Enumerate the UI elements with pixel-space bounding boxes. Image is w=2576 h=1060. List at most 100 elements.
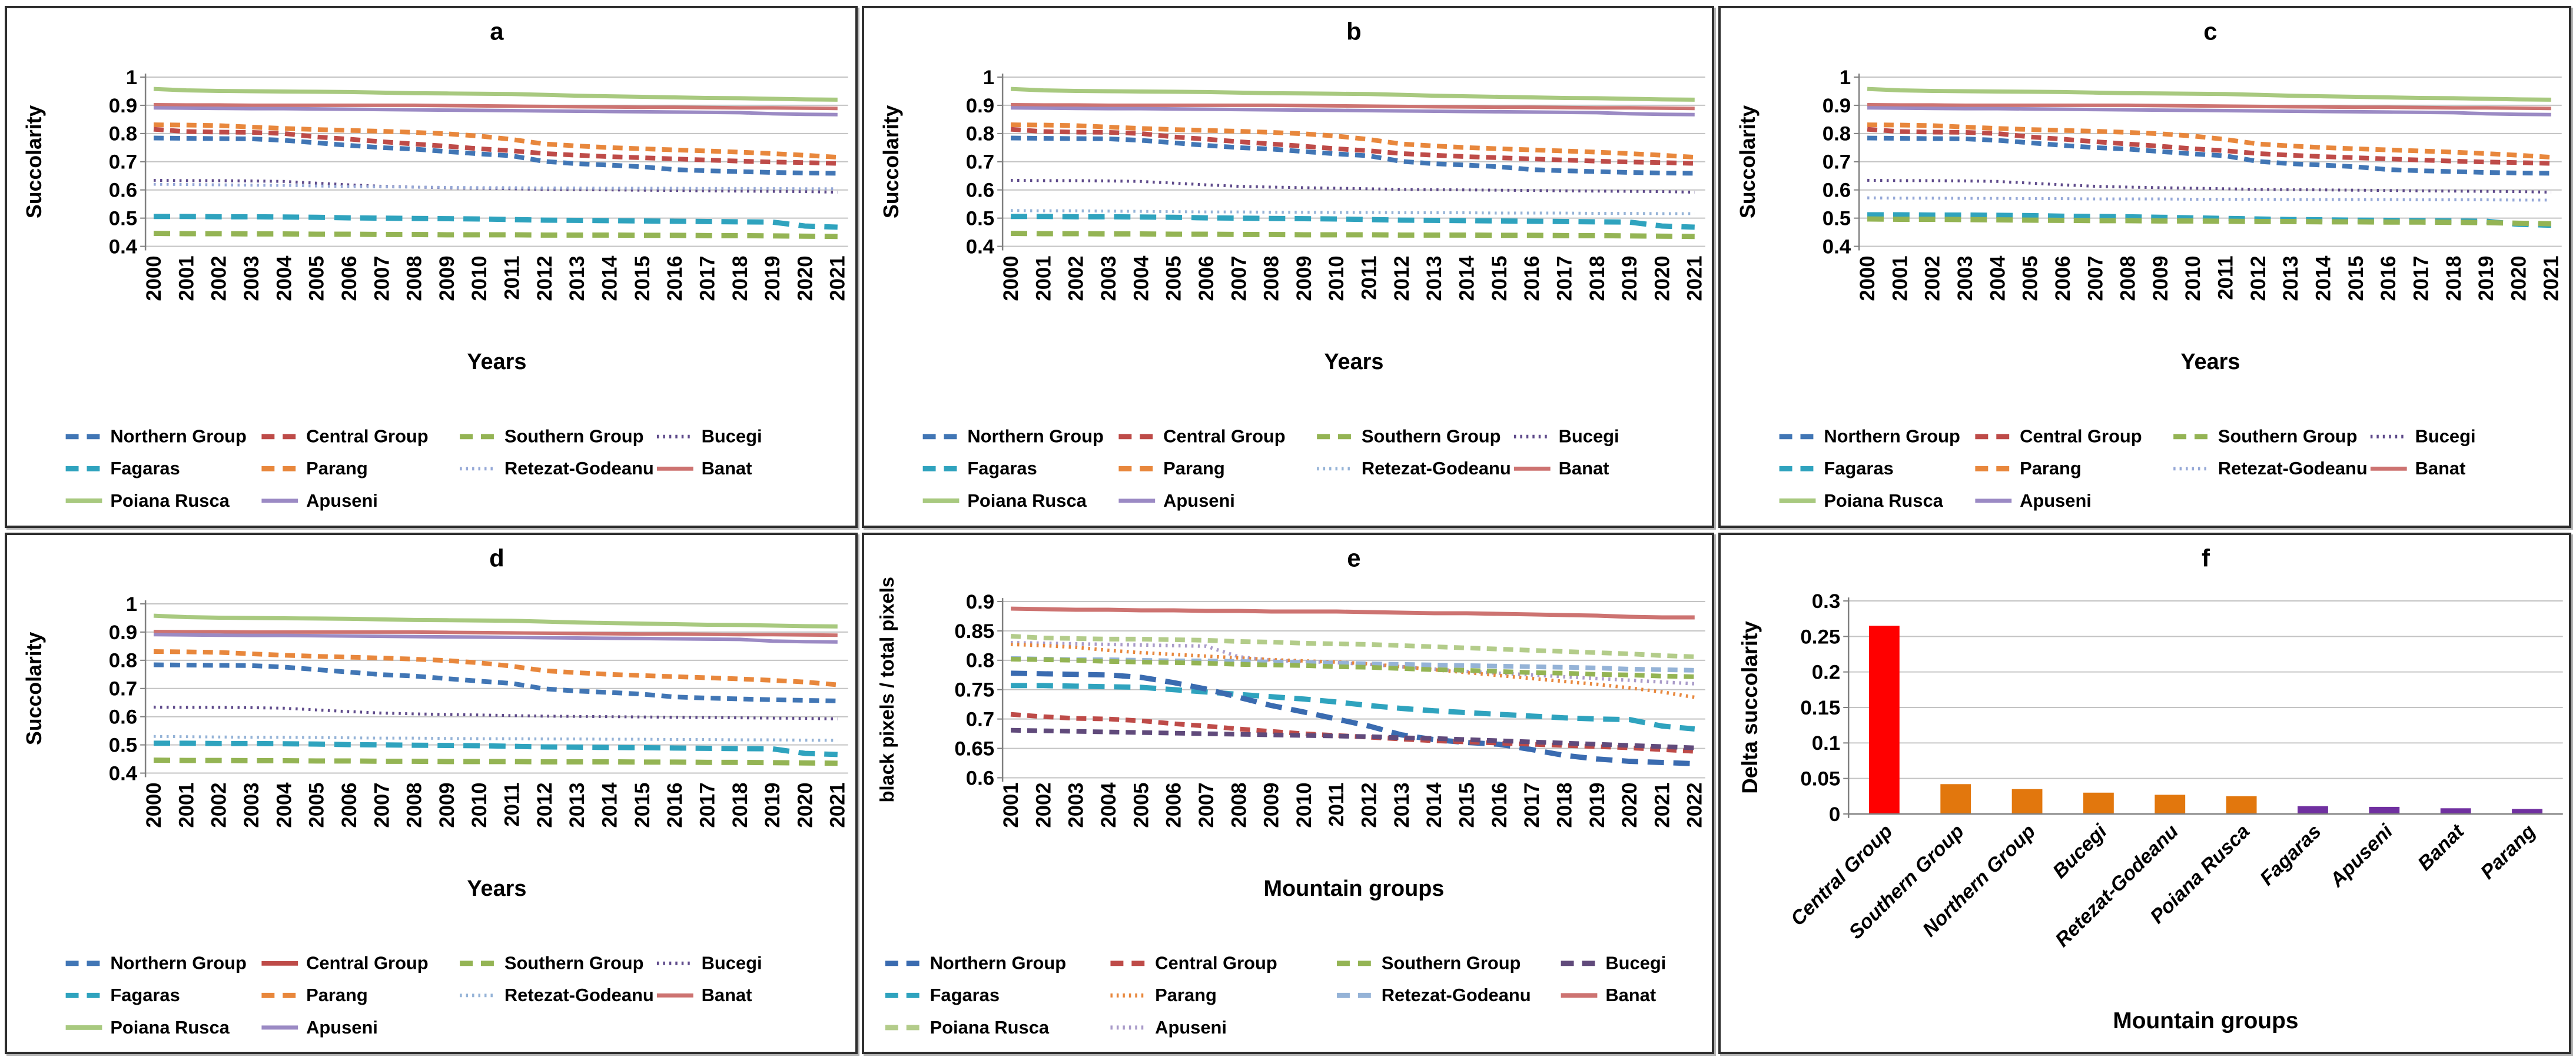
x-tick-label: 2016: [664, 255, 686, 301]
legend-label-poiana-rusca: Poiana Rusca: [930, 1016, 1049, 1037]
legend-item-southern-group: Southern Group: [1336, 952, 1521, 973]
legend-label-northern-group: Northern Group: [967, 426, 1104, 447]
legend-label-parang: Parang: [1163, 458, 1225, 479]
x-tick-label: 2012: [534, 255, 556, 301]
x-tick-label: 2014: [1423, 782, 1446, 828]
y-tick-label: 0: [1829, 803, 1840, 825]
series-line-retezat-godeanu: [1867, 196, 2552, 202]
x-tick-label: 2014: [599, 782, 621, 828]
legend-label-retezat-godeanu: Retezat-Godeanu: [2218, 458, 2368, 479]
panel-c: 1 0.9 0.8 0.7 0.6 0.5 0.4 c Succolarity 2000 2001 2…: [1718, 6, 2571, 528]
legend-item-northern-group: Northern Group: [885, 952, 1066, 973]
y-tick-label: 0.5: [1823, 208, 1851, 230]
legend-label-apuseni: Apuseni: [306, 490, 378, 511]
series-line-southern-group: [1010, 231, 1695, 240]
legend-label-retezat-godeanu: Retezat-Godeanu: [1381, 985, 1531, 1005]
legend-item-apuseni: Apuseni: [1975, 490, 2092, 511]
bar-poiana-rusca: [2226, 796, 2257, 814]
y-tick-label: 0.9: [965, 591, 994, 613]
chart-a-svg: 1 0.9 0.8 0.7 0.6 0.5 0.4 a Succolarity 2000 2001 2…: [22, 18, 849, 511]
legend-label-retezat-godeanu: Retezat-Godeanu: [504, 458, 654, 479]
legend-label-northern-group: Northern Group: [1824, 426, 1961, 447]
x-tick-label: Parang: [2477, 820, 2540, 883]
legend-label-retezat-godeanu: Retezat-Godeanu: [1362, 458, 1511, 479]
panel-e: 0.9 0.85 0.8 0.75 0.7 0.65 0.6 e black pixels / …: [861, 532, 1715, 1054]
x-tick-label: 2007: [1196, 782, 1218, 828]
x-tick-label: 2008: [2117, 255, 2140, 301]
x-tick-label: 2005: [1130, 782, 1153, 828]
x-tick-label: 2005: [1163, 255, 1185, 301]
legend-item-central-group: Central Group: [1110, 952, 1277, 973]
x-tick-label: 2018: [2443, 255, 2465, 301]
x-tick-label: 2011: [1326, 782, 1348, 826]
series-line-retezat-godeanu: [1010, 209, 1695, 215]
x-tick-label: 2003: [241, 782, 263, 828]
x-tick-label: 2016: [2378, 255, 2400, 301]
legend-label-central-group: Central Group: [2020, 426, 2142, 447]
series-line-retezat-godeanu: [154, 735, 838, 742]
legend-item-banat: Banat: [1513, 458, 1609, 479]
x-tick-label: 2019: [1619, 255, 1641, 301]
legend-item-retezat-godeanu: Retezat-Godeanu: [460, 985, 654, 1005]
x-tick-label: Retezat-Godeanu: [2051, 820, 2183, 951]
x-tick-label: 2019: [2475, 255, 2498, 301]
y-tick-label: 0.4: [1823, 236, 1851, 258]
y-tick-label: 1: [982, 67, 994, 89]
legend-label-southern-group: Southern Group: [1381, 952, 1521, 973]
y-tick-label: 0.75: [954, 679, 994, 701]
legend-item-retezat-godeanu: Retezat-Godeanu: [2173, 458, 2368, 479]
legend-item-fagaras: Fagaras: [65, 985, 180, 1005]
series-line-banat: [154, 103, 838, 111]
legend-item-parang: Parang: [1118, 458, 1224, 479]
y-tick-label: 0.9: [109, 621, 137, 643]
y-tick-label: 0.9: [109, 95, 137, 117]
x-tick-label: 2020: [1651, 255, 1674, 301]
series-line-bucegi: [154, 705, 838, 720]
legend-label-southern-group: Southern Group: [504, 952, 644, 973]
series-line-northern-group: [154, 135, 838, 176]
x-tick-label: 2008: [404, 255, 426, 301]
x-tick-label: 2013: [566, 782, 589, 828]
x-tick-label: 2019: [1586, 782, 1608, 828]
series-line-central-group: [153, 127, 838, 166]
legend-item-bucegi: Bucegi: [656, 426, 762, 447]
bar-retezat-godeanu: [2155, 794, 2186, 814]
x-tick-label: 2002: [208, 782, 231, 828]
legend-item-poiana-rusca: Poiana Rusca: [885, 1016, 1050, 1037]
x-tick-label: 2018: [729, 255, 752, 301]
x-tick-label: 2004: [1130, 255, 1153, 301]
panel-title: a: [490, 18, 504, 45]
x-tick-label: Fagaras: [2256, 820, 2326, 889]
x-tick-label: 2013: [1423, 255, 1446, 301]
y-axis-title: Delta succolarity: [1738, 620, 1762, 793]
x-tick-label: 2006: [1163, 782, 1185, 828]
series-line-banat: [1867, 103, 2552, 111]
series-line-central-group: [1010, 127, 1695, 166]
x-tick-label: 2021: [827, 255, 849, 301]
x-tick-label: 2020: [1619, 782, 1641, 828]
x-tick-label: 2012: [1390, 255, 1413, 301]
series-line-apuseni: [154, 632, 838, 644]
legend-item-poiana-rusca: Poiana Rusca: [65, 1016, 230, 1037]
legend-label-poiana-rusca: Poiana Rusca: [110, 1016, 230, 1037]
y-tick-label: 0.4: [109, 762, 138, 785]
series-line-retezat-godeanu: [154, 182, 838, 191]
x-axis-title: Mountain groups: [2113, 1008, 2299, 1033]
series-line-fagaras: [154, 214, 838, 230]
x-tick-label: 2009: [436, 255, 459, 301]
x-tick-label: 2007: [1228, 255, 1250, 301]
series-line-northern-group: [1010, 135, 1695, 176]
y-tick-label: 0.1: [1812, 732, 1840, 755]
panel-title: e: [1347, 544, 1360, 571]
legend-label-poiana-rusca: Poiana Rusca: [1824, 490, 1944, 511]
legend-item-fagaras: Fagaras: [65, 458, 180, 479]
series-line-apuseni: [154, 106, 838, 117]
legend-label-retezat-godeanu: Retezat-Godeanu: [504, 985, 654, 1005]
legend-item-bucegi: Bucegi: [656, 952, 762, 973]
x-tick-label: 2008: [404, 782, 426, 828]
legend-label-banat: Banat: [2415, 458, 2466, 479]
x-tick-label: 2017: [1553, 255, 1576, 301]
y-tick-label: 0.6: [109, 180, 137, 202]
legend-item-apuseni: Apuseni: [1118, 490, 1235, 511]
chart-b-svg: 1 0.9 0.8 0.7 0.6 0.5 0.4 b Succolarity 2000 2001 2…: [879, 18, 1706, 511]
